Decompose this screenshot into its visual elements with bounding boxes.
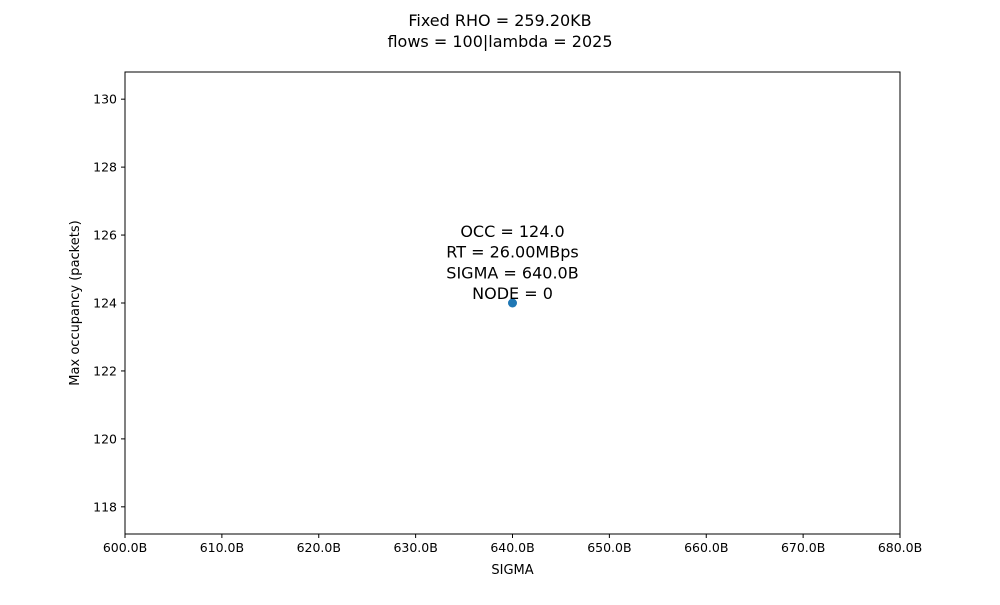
chart-title: Fixed RHO = 259.20KB bbox=[408, 11, 591, 30]
data-point bbox=[508, 298, 517, 308]
x-tick-label: 630.0B bbox=[393, 540, 437, 555]
chart-subtitle: flows = 100|lambda = 2025 bbox=[387, 32, 612, 51]
annotation-line: NODE = 0 bbox=[472, 284, 553, 303]
x-tick-label: 620.0B bbox=[297, 540, 341, 555]
x-tick-label: 640.0B bbox=[490, 540, 534, 555]
y-axis-label: Max occupancy (packets) bbox=[68, 220, 83, 385]
y-tick-label: 130 bbox=[93, 92, 117, 107]
point-annotation: OCC = 124.0 RT = 26.00MBps SIGMA = 640.0B N… bbox=[446, 222, 578, 303]
y-tick-label: 126 bbox=[93, 228, 117, 243]
annotations: OCC = 124.0 RT = 26.00MBps SIGMA = 640.0B N… bbox=[446, 222, 578, 303]
x-tick-label: 660.0B bbox=[684, 540, 728, 555]
annotation-line: OCC = 124.0 bbox=[460, 222, 564, 241]
x-tick-label: 600.0B bbox=[103, 540, 147, 555]
x-tick-label: 670.0B bbox=[781, 540, 825, 555]
annotation-line: SIGMA = 640.0B bbox=[446, 263, 578, 282]
annotation-line: RT = 26.00MBps bbox=[446, 243, 578, 262]
x-tick-label: 680.0B bbox=[878, 540, 922, 555]
y-tick-label: 128 bbox=[93, 160, 117, 175]
y-tick-label: 118 bbox=[93, 499, 117, 514]
x-axis-label: SIGMA bbox=[491, 563, 533, 578]
y-axis-ticks: 118 120 122 124 126 128 130 bbox=[93, 92, 125, 514]
x-tick-label: 650.0B bbox=[587, 540, 631, 555]
y-tick-label: 120 bbox=[93, 431, 117, 446]
data-points bbox=[508, 298, 517, 308]
y-tick-label: 124 bbox=[93, 296, 117, 311]
y-tick-label: 122 bbox=[93, 363, 117, 378]
x-tick-label: 610.0B bbox=[200, 540, 244, 555]
x-axis-ticks: 600.0B 610.0B 620.0B 630.0B 640.0B 650.0B 660.… bbox=[103, 534, 922, 555]
